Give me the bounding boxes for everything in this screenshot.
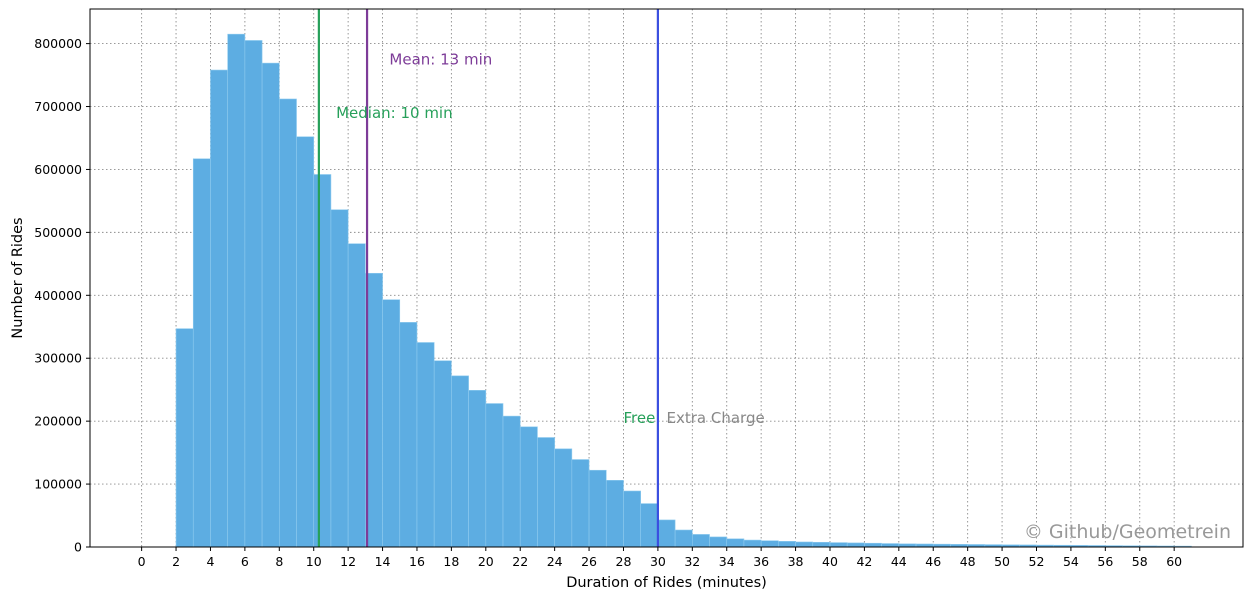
- histogram-bar: [881, 543, 900, 548]
- y-tick-label: 100000: [34, 477, 82, 492]
- histogram-bar: [347, 243, 366, 548]
- x-axis-ticks: 0 2 4 6 8 10 12 14 16 18 20 22 24 26 28 30 32 34 36 38 40 42 4…: [138, 547, 1182, 569]
- x-tick-label: 32: [684, 554, 700, 569]
- y-tick-label: 300000: [34, 351, 82, 366]
- histogram-bar: [261, 62, 280, 548]
- y-axis-ticks: 0 100000 200000 300000 400000 500000 600000 700…: [34, 36, 90, 555]
- histogram-bar: [502, 415, 521, 548]
- histogram-bar: [623, 490, 641, 548]
- x-tick-label: 54: [1063, 554, 1079, 569]
- histogram-bar: [278, 98, 297, 548]
- histogram-bar: [726, 538, 745, 548]
- x-tick-label: 36: [753, 554, 769, 569]
- x-tick-label: 28: [616, 554, 632, 569]
- watermark: © Github/Geometrein: [1024, 521, 1231, 543]
- x-tick-label: 40: [822, 554, 838, 569]
- histogram-bar: [571, 459, 590, 548]
- x-tick-label: 0: [138, 554, 146, 569]
- bars: [175, 33, 1192, 548]
- x-tick-label: 44: [891, 554, 907, 569]
- y-axis-title: Number of Rides: [10, 217, 26, 338]
- x-tick-label: 42: [856, 554, 872, 569]
- histogram-bar: [537, 437, 555, 548]
- y-tick-label: 0: [74, 540, 82, 555]
- annotation-label: Mean: 13 min: [389, 50, 492, 68]
- y-tick-label: 200000: [34, 414, 82, 429]
- histogram-bar: [244, 40, 263, 548]
- x-tick-label: 30: [650, 554, 666, 569]
- histogram-bar: [657, 519, 676, 548]
- x-tick-label: 22: [512, 554, 528, 569]
- histogram-bar: [330, 209, 349, 548]
- histogram-bar: [227, 33, 246, 548]
- x-tick-label: 26: [581, 554, 597, 569]
- x-tick-label: 60: [1166, 554, 1182, 569]
- histogram-bar: [554, 448, 573, 548]
- y-tick-label: 600000: [34, 162, 82, 177]
- annotation-label: Free: [623, 409, 655, 427]
- histogram-bar: [795, 541, 814, 548]
- histogram-bar: [382, 299, 401, 548]
- plot-frame: [89, 8, 1244, 548]
- histogram-bar: [640, 503, 659, 548]
- histogram-bar: [519, 426, 538, 548]
- histogram-bar: [296, 136, 315, 548]
- histogram-bar: [192, 158, 211, 548]
- y-tick-label: 500000: [34, 225, 82, 240]
- x-tick-label: 38: [788, 554, 804, 569]
- histogram-bar: [588, 469, 607, 548]
- y-tick-label: 700000: [34, 99, 82, 114]
- annotation-label: Extra Charge: [667, 409, 765, 427]
- histogram-bar: [313, 174, 332, 548]
- x-tick-label: 2: [172, 554, 180, 569]
- x-tick-label: 56: [1097, 554, 1113, 569]
- x-tick-label: 46: [925, 554, 941, 569]
- x-tick-label: 4: [206, 554, 214, 569]
- histogram-bar: [416, 342, 435, 548]
- x-tick-label: 8: [275, 554, 283, 569]
- x-axis-title: Duration of Rides (minutes): [566, 575, 767, 591]
- x-tick-label: 18: [443, 554, 459, 569]
- histogram-bar: [743, 539, 762, 548]
- annotation-label: Median: 10 min: [336, 104, 453, 122]
- x-tick-label: 50: [994, 554, 1010, 569]
- y-tick-label: 800000: [34, 36, 82, 51]
- y-tick-label: 400000: [34, 288, 82, 303]
- x-tick-label: 48: [960, 554, 976, 569]
- x-tick-label: 10: [306, 554, 322, 569]
- histogram-bar: [451, 375, 469, 548]
- histogram-bar: [692, 534, 710, 548]
- x-tick-label: 14: [375, 554, 391, 569]
- x-tick-label: 16: [409, 554, 425, 569]
- x-tick-label: 34: [719, 554, 735, 569]
- histogram-bar: [433, 360, 452, 548]
- x-tick-label: 58: [1132, 554, 1148, 569]
- histogram-bar: [846, 542, 865, 548]
- histogram-bar: [778, 541, 796, 548]
- histogram-bar: [485, 403, 504, 548]
- x-tick-label: 20: [478, 554, 494, 569]
- histogram-bar: [709, 536, 728, 548]
- histogram-bar: [829, 542, 848, 548]
- x-tick-label: 12: [340, 554, 356, 569]
- histogram-bar: [175, 328, 194, 548]
- x-tick-label: 24: [547, 554, 563, 569]
- reference-lines: [317, 9, 659, 547]
- histogram-bar: [468, 390, 487, 548]
- annotations: Median: 10 min Mean: 13 min Free Extra Char…: [336, 50, 765, 427]
- histogram-bar: [760, 540, 779, 548]
- histogram-bar: [864, 542, 882, 548]
- histogram-bar: [674, 529, 693, 548]
- histogram-bar: [210, 69, 228, 548]
- x-tick-label: 52: [1029, 554, 1045, 569]
- histogram-bar: [605, 480, 624, 548]
- histogram-bar: [399, 322, 418, 548]
- x-tick-label: 6: [241, 554, 249, 569]
- histogram-bar: [812, 541, 831, 548]
